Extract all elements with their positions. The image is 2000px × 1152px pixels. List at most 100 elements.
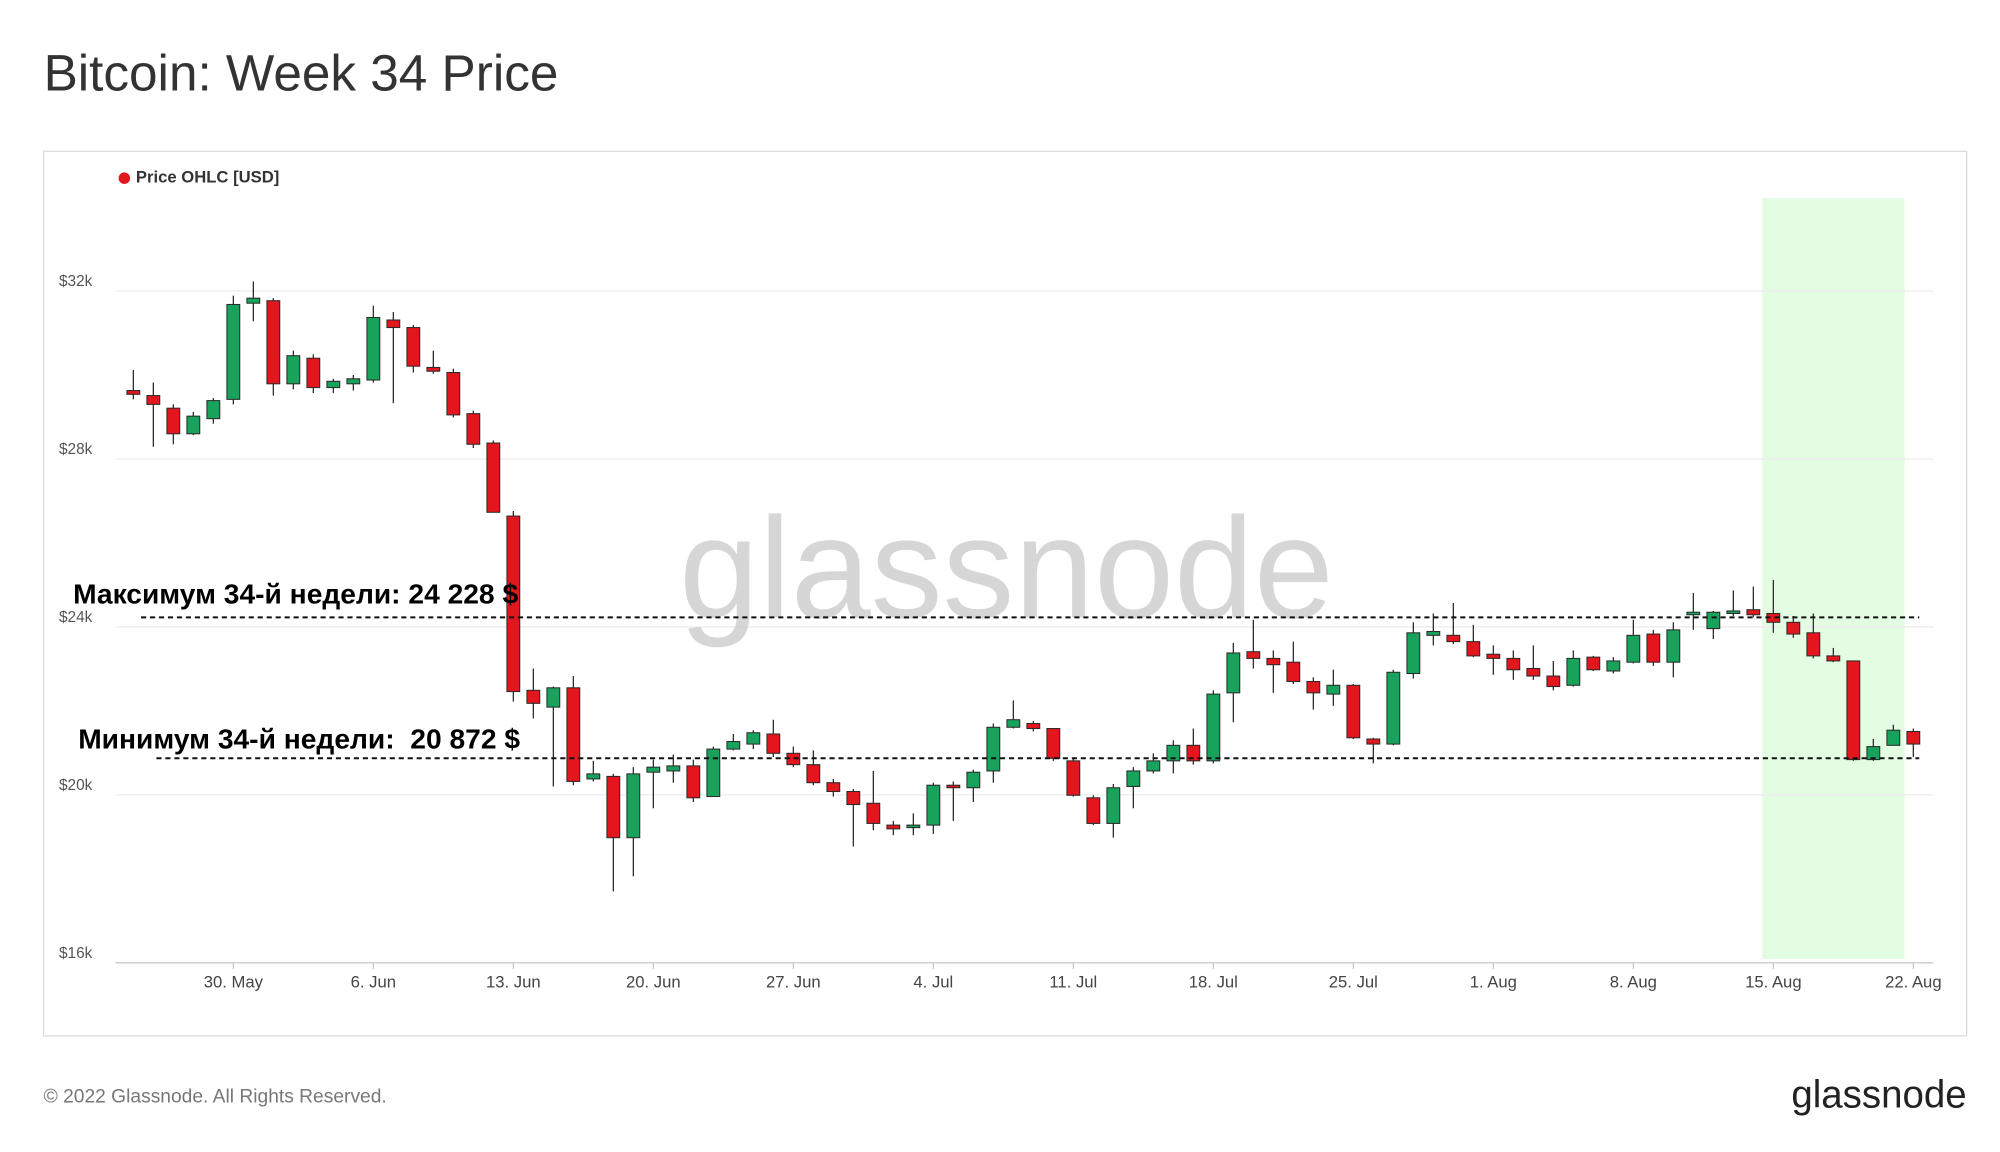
y-tick-label: $16k bbox=[59, 945, 93, 962]
candle-body bbox=[766, 733, 781, 754]
candle-body bbox=[1726, 610, 1741, 614]
candle-body bbox=[626, 773, 641, 839]
candle-body bbox=[206, 400, 221, 420]
candle-body bbox=[866, 802, 881, 824]
candle-body bbox=[1326, 684, 1341, 695]
candle-body bbox=[306, 357, 321, 389]
candle-body bbox=[466, 413, 481, 445]
candle-body bbox=[1666, 629, 1681, 663]
x-tick-label: 27. Jun bbox=[766, 973, 821, 992]
candle-body bbox=[1886, 729, 1901, 746]
candle-body bbox=[946, 784, 961, 789]
candle-body bbox=[246, 297, 261, 304]
candle-body bbox=[1246, 651, 1261, 659]
candle-body bbox=[266, 300, 281, 385]
candle-body bbox=[1646, 633, 1661, 663]
x-tick-label: 25. Jul bbox=[1329, 973, 1378, 992]
candle-body bbox=[226, 303, 241, 400]
x-tick-label: 15. Aug bbox=[1745, 973, 1802, 992]
candle-body bbox=[126, 390, 141, 395]
candle-body bbox=[386, 319, 401, 329]
legend-marker bbox=[118, 172, 131, 184]
candle-body bbox=[1586, 656, 1601, 671]
candle-body bbox=[1126, 770, 1141, 787]
candle-body bbox=[1606, 660, 1621, 672]
x-tick-label: 20. Jun bbox=[626, 973, 681, 992]
candle-body bbox=[1466, 641, 1481, 657]
x-tick-label: 13. Jun bbox=[486, 973, 541, 992]
y-tick-label: $24k bbox=[59, 609, 93, 626]
candle-body bbox=[426, 366, 441, 372]
x-tick-label: 1. Aug bbox=[1470, 973, 1517, 992]
candle-body bbox=[566, 687, 581, 782]
candle-body bbox=[1366, 738, 1381, 745]
candle-body bbox=[1006, 719, 1021, 728]
candle-body bbox=[366, 316, 381, 381]
candle-body bbox=[826, 782, 841, 793]
candle-body bbox=[1486, 653, 1501, 659]
candle-body bbox=[1846, 660, 1861, 761]
candle-body bbox=[1086, 797, 1101, 824]
candle-body bbox=[726, 741, 741, 750]
candle-body bbox=[606, 775, 621, 839]
candle-body bbox=[406, 327, 421, 367]
candle-body bbox=[1226, 652, 1241, 694]
candle-body bbox=[1346, 684, 1361, 739]
candle-body bbox=[1806, 632, 1821, 657]
candle-body bbox=[846, 791, 861, 806]
candle-body bbox=[1566, 657, 1581, 686]
candle-body bbox=[586, 773, 601, 780]
candle-body bbox=[1386, 671, 1401, 745]
candle-body bbox=[146, 395, 161, 405]
candle-body bbox=[1146, 760, 1161, 772]
candle-body bbox=[346, 378, 361, 385]
highlight-region bbox=[1762, 198, 1905, 959]
candle-body bbox=[686, 765, 701, 799]
candle-body bbox=[1286, 661, 1301, 683]
candle-body bbox=[1406, 632, 1421, 675]
candle-body bbox=[1506, 657, 1521, 671]
candle-body bbox=[1266, 657, 1281, 666]
candle-body bbox=[886, 824, 901, 830]
candle-body bbox=[746, 732, 761, 745]
candle-body bbox=[1526, 667, 1541, 677]
watermark: glassnode bbox=[679, 488, 1334, 648]
level-label: Минимум 34-й недели: 20 872 $ bbox=[78, 722, 520, 754]
candle-body bbox=[326, 380, 341, 389]
legend-label: Price OHLC [USD] bbox=[136, 168, 279, 187]
copyright: © 2022 Glassnode. All Rights Reserved. bbox=[44, 1087, 387, 1108]
candle-body bbox=[1026, 722, 1041, 730]
candle-body bbox=[1046, 728, 1061, 759]
candle-body bbox=[1706, 611, 1721, 630]
candle-body bbox=[1826, 655, 1841, 662]
candle-body bbox=[1686, 611, 1701, 616]
candle-body bbox=[1546, 675, 1561, 688]
x-tick-label: 6. Jun bbox=[351, 973, 396, 992]
candle-body bbox=[1426, 631, 1441, 636]
x-tick-label: 8. Aug bbox=[1610, 973, 1657, 992]
candle-body bbox=[1066, 760, 1081, 796]
candle-body bbox=[1446, 634, 1461, 643]
logo: glassnode bbox=[1791, 1074, 1966, 1117]
x-tick-label: 18. Jul bbox=[1189, 973, 1238, 992]
candle-body bbox=[1746, 609, 1761, 616]
candle-body bbox=[986, 726, 1001, 772]
candle-body bbox=[526, 689, 541, 704]
candle-body bbox=[546, 687, 561, 708]
y-tick-label: $32k bbox=[59, 273, 93, 290]
candle-body bbox=[1306, 680, 1321, 694]
candle-body bbox=[806, 764, 821, 784]
candle-body bbox=[646, 766, 661, 773]
candle-body bbox=[906, 824, 921, 829]
candle-body bbox=[1786, 621, 1801, 635]
x-tick-label: 11. Jul bbox=[1049, 973, 1097, 992]
candle-body bbox=[966, 771, 981, 789]
candle-body bbox=[486, 442, 501, 513]
candle-body bbox=[666, 765, 681, 772]
x-tick-label: 22. Aug bbox=[1885, 973, 1941, 992]
chart-title: Bitcoin: Week 34 Price bbox=[44, 44, 559, 101]
candle-body bbox=[1866, 746, 1881, 761]
x-tick-label: 4. Jul bbox=[913, 973, 953, 992]
candle-body bbox=[446, 371, 461, 416]
